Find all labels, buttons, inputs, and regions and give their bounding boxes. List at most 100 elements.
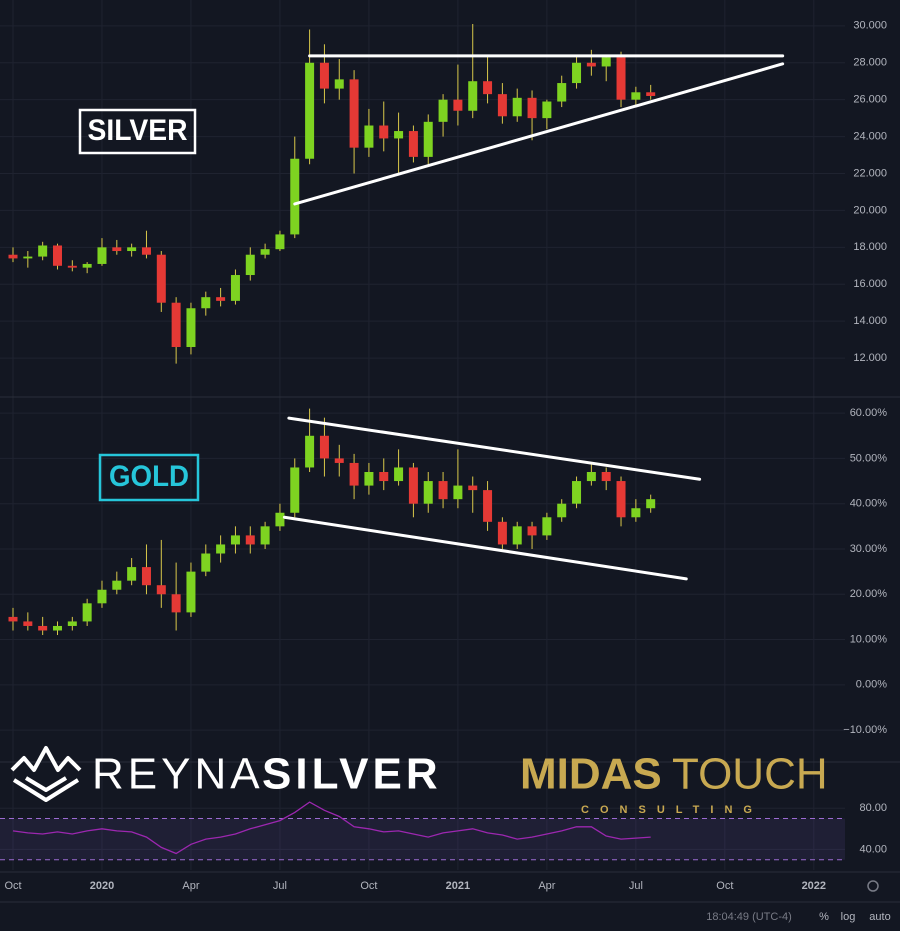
candle-body — [468, 485, 478, 491]
y-tick-label: 40.00% — [850, 498, 888, 510]
y-tick-label: 80.00 — [859, 802, 887, 814]
candle-body — [497, 94, 507, 117]
settings-icon[interactable] — [867, 880, 879, 892]
y-tick-label: 50.00% — [850, 452, 888, 464]
y-tick-label: −10.00% — [843, 724, 887, 736]
y-tick-label: 22.000 — [853, 167, 887, 179]
y-tick-label: 0.00% — [856, 679, 887, 691]
y-tick-label: 20.00% — [850, 588, 888, 600]
indicator-line — [12, 801, 651, 855]
candle-body — [230, 535, 240, 545]
watermark-text: TOUCH — [672, 750, 828, 799]
x-tick-label: Oct — [4, 880, 21, 892]
y-tick-label: 60.00% — [850, 407, 888, 419]
candle-body — [334, 79, 344, 89]
candle-body — [67, 621, 77, 626]
candle-body — [408, 467, 418, 504]
candle-body — [319, 62, 329, 89]
candle-body — [8, 616, 18, 622]
candle-body — [483, 81, 493, 95]
candle-body — [453, 99, 463, 111]
candle-body — [38, 245, 48, 257]
candle-body — [497, 521, 507, 545]
candle-body — [171, 302, 181, 348]
log-toggle[interactable]: log — [841, 911, 856, 923]
trendline — [293, 62, 785, 206]
candle-body — [542, 517, 552, 536]
candle-body — [201, 553, 211, 572]
candle-body — [52, 625, 62, 631]
candle-body — [156, 585, 166, 595]
candle-body — [601, 57, 611, 67]
candle-body — [112, 247, 122, 252]
candle-body — [260, 526, 270, 545]
candle-body — [8, 254, 18, 259]
candle-body — [334, 458, 344, 463]
candle-body — [349, 79, 359, 148]
x-tick-label: Jul — [629, 880, 643, 892]
candle-body — [557, 503, 567, 518]
grid — [0, 0, 845, 870]
x-tick-label: Apr — [538, 880, 555, 892]
candle-body — [260, 249, 270, 255]
candle-body — [586, 62, 596, 67]
candle-body — [542, 101, 552, 119]
y-tick-label: 12.000 — [853, 352, 887, 364]
auto-toggle[interactable]: auto — [869, 911, 890, 923]
candle-body — [646, 499, 656, 509]
candle-body — [245, 535, 255, 545]
candle-body — [186, 571, 196, 613]
candle-body — [646, 92, 656, 96]
candle-body — [97, 247, 107, 264]
candle-body — [290, 158, 300, 235]
watermark-subtext: CONSULTING — [581, 804, 763, 816]
x-tick-label: Oct — [360, 880, 377, 892]
gold-label: GOLD — [109, 460, 189, 493]
gold-label-box — [98, 453, 200, 502]
candle-body — [275, 512, 285, 527]
candle-body — [379, 125, 389, 139]
candle-body — [112, 580, 122, 590]
y-tick-label: 30.000 — [853, 20, 887, 32]
candle-body — [216, 297, 226, 301]
watermark-text: SILVER — [262, 750, 442, 799]
candle-body — [438, 481, 448, 500]
candle-body — [364, 125, 374, 148]
y-tick-label: 26.000 — [853, 94, 887, 106]
candle-body — [141, 567, 151, 586]
percent-toggle[interactable]: % — [819, 911, 829, 923]
candle-body — [438, 99, 448, 122]
candle-body — [97, 589, 107, 604]
candle-body — [201, 297, 211, 309]
candle-body — [52, 245, 62, 266]
candle-body — [527, 97, 537, 119]
watermark-text: REYNA — [92, 750, 264, 799]
trendline — [282, 515, 688, 581]
y-tick-label: 20.000 — [853, 204, 887, 216]
candle-body — [557, 83, 567, 102]
reyna-logo-icon — [10, 746, 82, 802]
x-tick-label: Oct — [716, 880, 733, 892]
candle-body — [141, 247, 151, 255]
candle-body — [275, 234, 285, 250]
candle-body — [483, 490, 493, 522]
y-tick-label: 10.00% — [850, 633, 888, 645]
candle-body — [23, 256, 33, 259]
candle-body — [408, 131, 418, 157]
candle-body — [468, 81, 478, 111]
marks — [0, 23, 845, 861]
candle-body — [156, 254, 166, 303]
candle-body — [631, 92, 641, 100]
trendline — [287, 416, 702, 481]
candle-body — [601, 472, 611, 482]
candle-body — [319, 435, 329, 459]
x-tick-label: 2021 — [446, 880, 470, 892]
y-tick-label: 18.000 — [853, 241, 887, 253]
candle-body — [586, 472, 596, 482]
candle-body — [616, 57, 626, 100]
candle-body — [423, 121, 433, 157]
watermark-text: MIDAS — [520, 750, 662, 799]
y-tick-label: 14.000 — [853, 315, 887, 327]
